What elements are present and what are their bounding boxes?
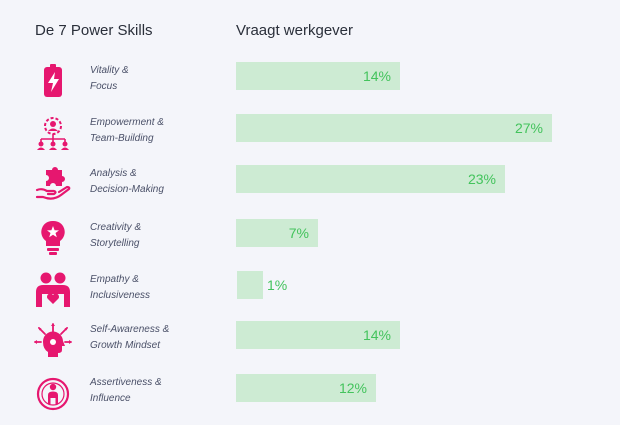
battery-bolt-icon	[33, 61, 73, 101]
skill-label: Assertiveness & Influence	[90, 375, 230, 407]
value-label: 14%	[362, 68, 391, 84]
skill-label-line: Analysis &	[90, 168, 137, 179]
skill-label-line: Storytelling	[90, 238, 140, 249]
skill-label-line: Team-Building	[90, 133, 154, 144]
empathy-hug-icon	[33, 270, 73, 310]
value-label: 7%	[288, 225, 309, 241]
skill-label-line: Influence	[90, 393, 131, 404]
value-label: 1%	[267, 277, 288, 293]
value-bar	[236, 165, 505, 193]
value-label: 23%	[467, 171, 496, 187]
skill-row: Creativity & Storytelling 7%	[0, 214, 620, 262]
value-label: 12%	[338, 380, 367, 396]
skill-row: Self-Awareness & Growth Mindset 14%	[0, 316, 620, 364]
skill-label-line: Focus	[90, 81, 118, 92]
skill-label-line: Self-Awareness &	[90, 324, 170, 335]
skill-row: Empowerment & Team-Building 27%	[0, 109, 620, 157]
skill-label: Empathy & Inclusiveness	[90, 272, 230, 304]
value-bar	[236, 62, 400, 90]
lightbulb-star-icon	[33, 218, 73, 258]
skill-row: Vitality & Focus 14%	[0, 57, 620, 105]
skill-row: Assertiveness & Influence 12%	[0, 369, 620, 417]
value-bar	[237, 271, 263, 299]
skill-label-line: Empathy &	[90, 274, 139, 285]
skills-column-header: De 7 Power Skills	[35, 22, 153, 39]
skill-label-line: Decision-Making	[90, 184, 164, 195]
skill-label: Self-Awareness & Growth Mindset	[90, 322, 230, 354]
skill-label-line: Assertiveness &	[90, 377, 162, 388]
value-label: 14%	[362, 327, 391, 343]
skill-label: Analysis & Decision-Making	[90, 166, 230, 198]
hand-puzzle-icon	[33, 164, 73, 204]
skill-label: Empowerment & Team-Building	[90, 115, 230, 147]
skill-label: Vitality & Focus	[90, 63, 230, 95]
head-radiate-icon	[33, 320, 73, 360]
skill-label: Creativity & Storytelling	[90, 220, 230, 252]
skill-label-line: Vitality &	[90, 65, 129, 76]
skill-row: Analysis & Decision-Making 23%	[0, 160, 620, 208]
skill-row: Empathy & Inclusiveness 1%	[0, 266, 620, 314]
value-bar	[236, 219, 318, 247]
skill-label-line: Growth Mindset	[90, 340, 161, 351]
value-bar	[236, 114, 552, 142]
value-bar	[236, 321, 400, 349]
skill-label-line: Empowerment &	[90, 117, 164, 128]
employer-demand-column-header: Vraagt werkgever	[236, 22, 353, 39]
team-network-icon	[33, 113, 73, 153]
value-bar	[236, 374, 376, 402]
skill-label-line: Creativity &	[90, 222, 142, 233]
skill-label-line: Inclusiveness	[90, 290, 151, 301]
value-label: 27%	[514, 120, 543, 136]
target-person-icon	[33, 373, 73, 413]
